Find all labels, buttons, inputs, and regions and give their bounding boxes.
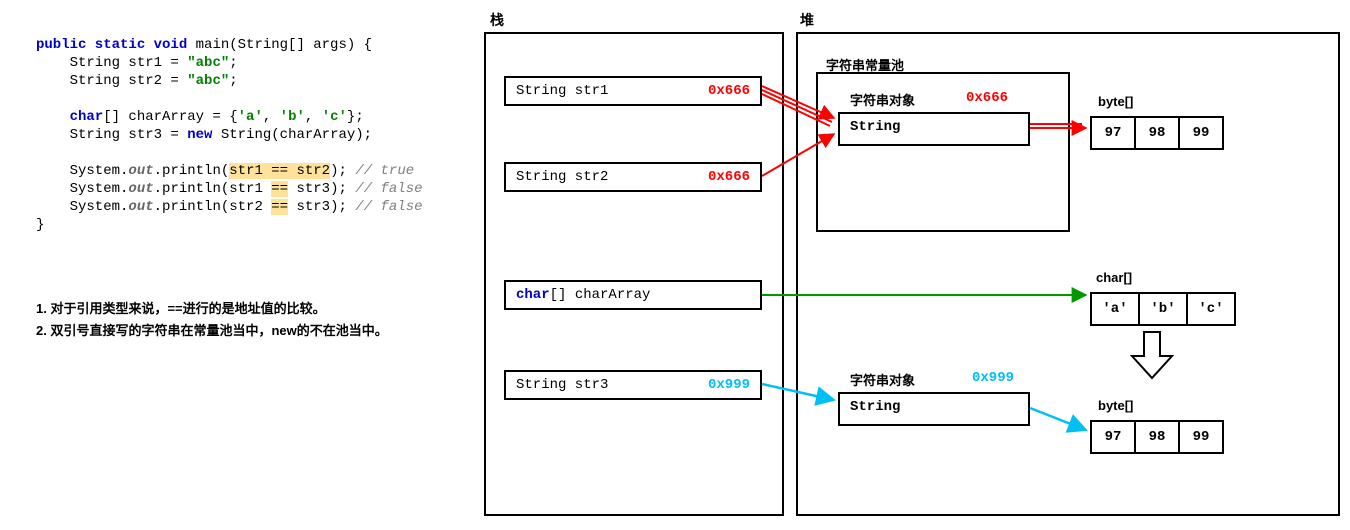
kw-public-static-void: public static void: [36, 37, 187, 53]
stack-str2: String str2 0x666: [504, 162, 762, 192]
char-label: char[]: [1096, 270, 1132, 285]
char-array: 'a' 'b' 'c': [1090, 292, 1236, 326]
pool-string-obj-label: 字符串对象: [850, 90, 915, 109]
str3-addr: 0x999: [708, 377, 750, 393]
byte-array-1: 97 98 99: [1090, 116, 1224, 150]
heap-header: 堆: [800, 10, 814, 30]
new-string-addr: 0x999: [972, 370, 1014, 386]
new-string-box: String: [838, 392, 1030, 426]
stack-header: 栈: [490, 10, 504, 30]
note-1: 1. 对于引用类型来说，==进行的是地址值的比较。: [36, 298, 326, 320]
note-2: 2. 双引号直接写的字符串在常量池当中，new的不在池当中。: [36, 320, 388, 342]
pool-string-box: String: [838, 112, 1030, 146]
byte-array-2: 97 98 99: [1090, 420, 1224, 454]
new-string-obj-label: 字符串对象: [850, 370, 915, 389]
str1-addr: 0x666: [708, 83, 750, 99]
byte-label-1: byte[]: [1098, 94, 1133, 109]
code-block: public static void main(String[] args) {…: [36, 36, 423, 234]
stack-charArray: char[] charArray: [504, 280, 762, 310]
stack-str3: String str3 0x999: [504, 370, 762, 400]
pool-string-addr: 0x666: [966, 90, 1008, 106]
str2-addr: 0x666: [708, 169, 750, 185]
byte-label-2: byte[]: [1098, 398, 1133, 413]
stack-str1: String str1 0x666: [504, 76, 762, 106]
